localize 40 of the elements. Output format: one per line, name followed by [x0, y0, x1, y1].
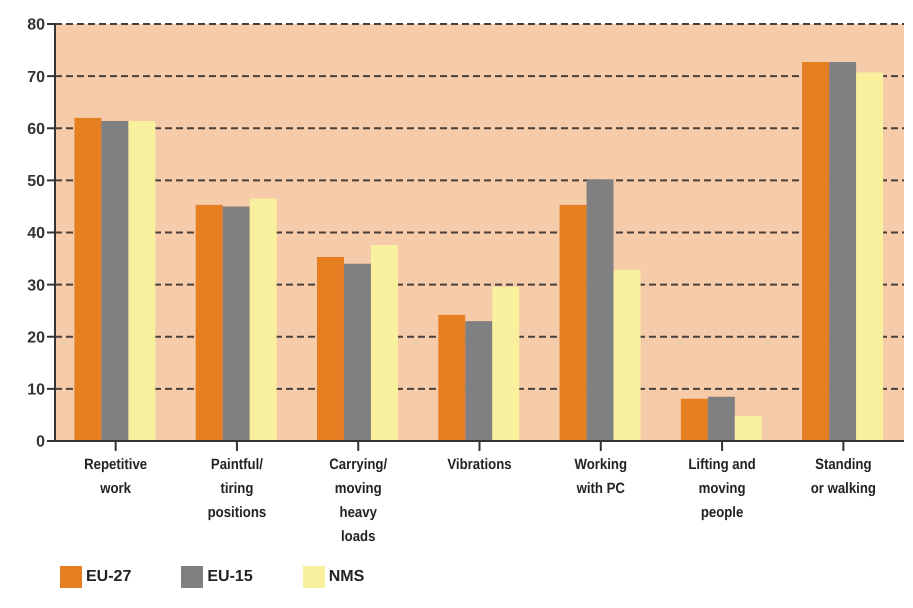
- y-tick-label: 80: [27, 16, 46, 34]
- bar: [196, 204, 223, 441]
- x-tick-label: Carrying/ moving heavy loads: [329, 455, 388, 544]
- y-tick-label: 40: [27, 225, 46, 242]
- x-tick-label: Standing or walking: [810, 455, 876, 496]
- bar: [708, 396, 735, 441]
- bar: [74, 118, 102, 441]
- bar: [614, 270, 641, 441]
- x-tick-label: Repetitive work: [84, 455, 148, 496]
- bar: [492, 286, 520, 441]
- y-tick-label: 10: [27, 382, 46, 399]
- legend-label: EU-27: [86, 568, 132, 586]
- bar: [856, 72, 884, 441]
- bar: [316, 257, 344, 441]
- bar: [222, 206, 250, 441]
- bar: [344, 264, 371, 441]
- y-tick-label: 20: [27, 329, 46, 346]
- y-tick-label: 0: [36, 434, 46, 451]
- x-tick-label: Working with PC: [574, 455, 628, 496]
- y-tick-label: 60: [27, 120, 46, 138]
- x-tick-label: Lifting and moving people: [688, 455, 756, 520]
- bar: [465, 321, 492, 441]
- legend-label: EU-15: [207, 568, 253, 586]
- bar: [829, 62, 856, 441]
- bar: [438, 314, 466, 441]
- y-tick-label: 50: [27, 173, 46, 190]
- y-tick-label: 30: [27, 277, 46, 294]
- bar: [802, 62, 830, 441]
- bar: [101, 120, 128, 441]
- x-tick-label: Vibrations: [447, 455, 512, 472]
- bar: [560, 204, 587, 441]
- bar: [370, 245, 398, 441]
- bar: [128, 120, 156, 441]
- y-tick-label: 70: [27, 68, 46, 86]
- bar: [680, 398, 708, 441]
- bar: [586, 179, 614, 441]
- legend-label: NMS: [328, 568, 364, 586]
- bar: [734, 416, 762, 441]
- x-tick-label: Paintful/ tiring positions: [208, 455, 266, 520]
- bar: [250, 198, 277, 441]
